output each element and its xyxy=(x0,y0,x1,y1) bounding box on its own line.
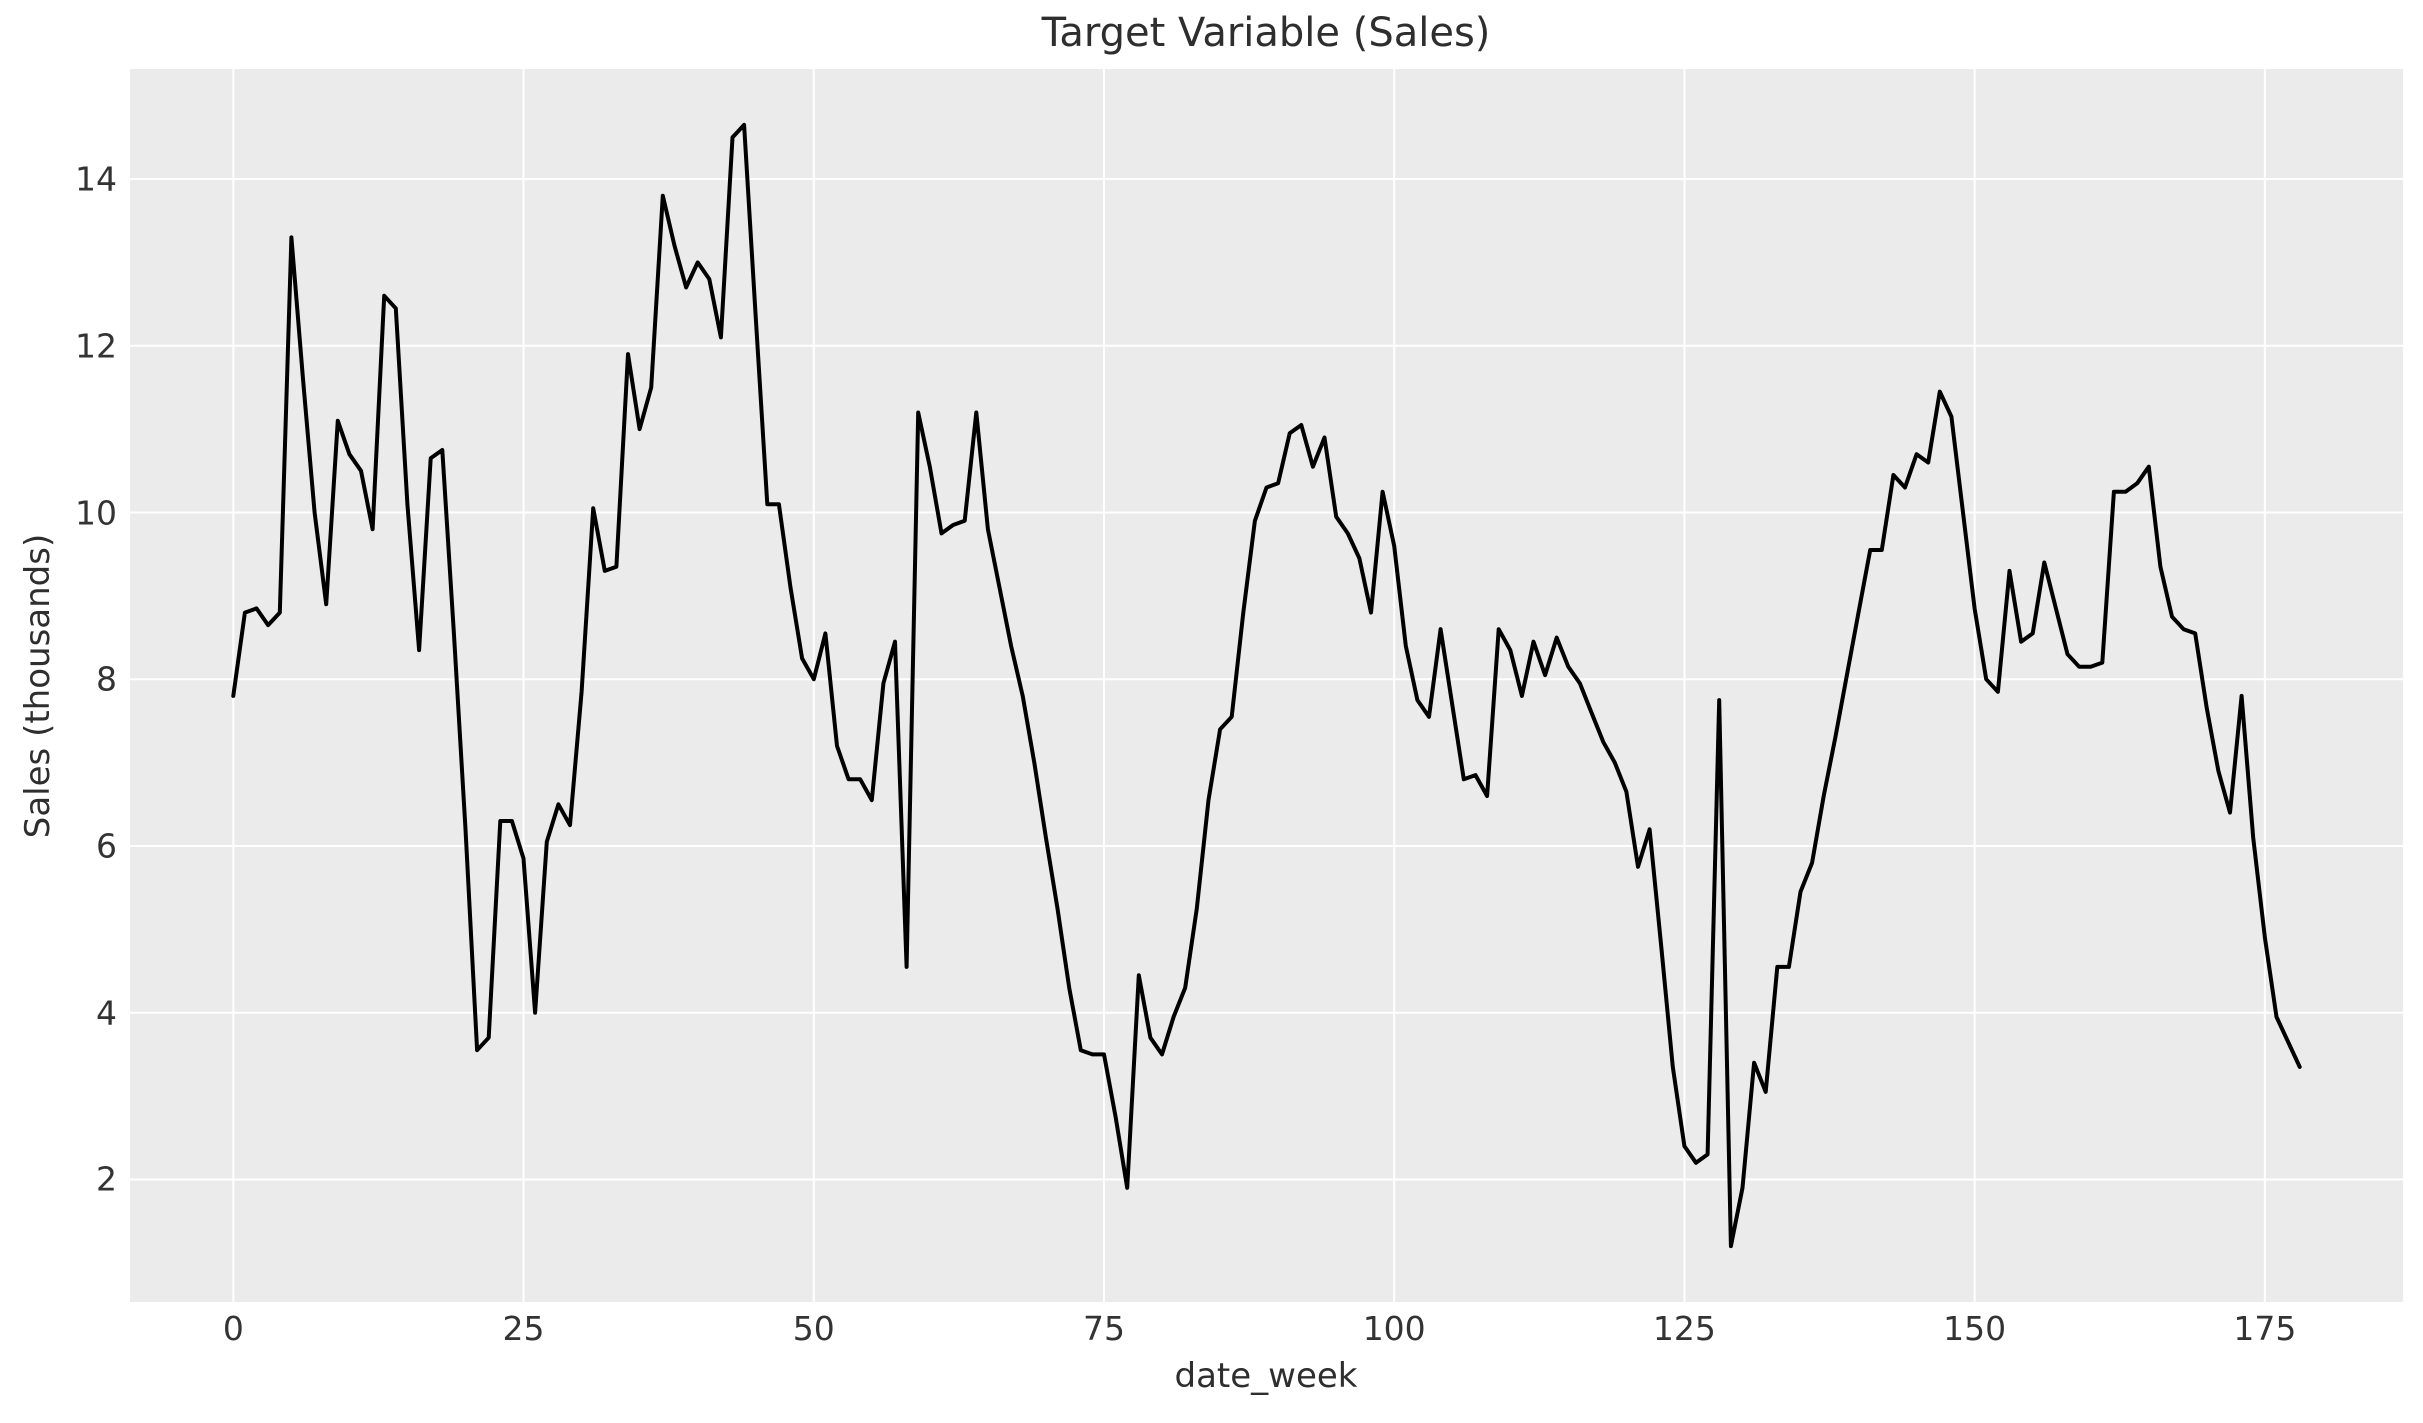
y-tick-label: 6 xyxy=(96,826,117,866)
y-tick-label: 12 xyxy=(75,326,117,366)
x-tick-label: 125 xyxy=(1652,1309,1716,1348)
y-tick-label: 2 xyxy=(96,1159,117,1199)
y-tick-label: 4 xyxy=(96,993,117,1033)
sales-series-line xyxy=(231,122,2302,1249)
x-tick-label: 175 xyxy=(2233,1309,2297,1348)
chart-title: Target Variable (Sales) xyxy=(1041,10,1491,56)
x-tick-label: 75 xyxy=(1082,1309,1125,1348)
y-tick-label: 14 xyxy=(75,159,117,199)
x-tick-label: 150 xyxy=(1943,1309,2007,1348)
x-axis-label: date_week xyxy=(1174,1356,1358,1396)
y-tick-label: 8 xyxy=(96,659,117,699)
x-tick-label: 100 xyxy=(1362,1309,1426,1348)
y-tick-label: 10 xyxy=(75,493,117,532)
x-tick-label: 0 xyxy=(222,1309,244,1348)
x-tick-label: 50 xyxy=(792,1309,835,1348)
plot-background xyxy=(130,69,2403,1302)
y-axis-label: Sales (thousands) xyxy=(18,533,58,839)
x-tick-label: 25 xyxy=(502,1309,545,1348)
